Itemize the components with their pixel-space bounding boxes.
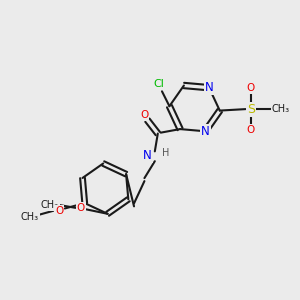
Text: O: O bbox=[55, 206, 64, 216]
Text: N: N bbox=[143, 149, 152, 162]
Text: CH₃: CH₃ bbox=[21, 212, 39, 221]
Text: N: N bbox=[205, 81, 213, 94]
Text: S: S bbox=[247, 103, 255, 116]
Text: CH₃: CH₃ bbox=[40, 200, 59, 210]
Text: Cl: Cl bbox=[154, 79, 164, 89]
Text: H: H bbox=[161, 148, 169, 158]
Text: CH₃: CH₃ bbox=[272, 104, 290, 114]
Text: N: N bbox=[201, 125, 210, 138]
Text: O: O bbox=[247, 125, 255, 135]
Text: O: O bbox=[247, 83, 255, 93]
Text: O: O bbox=[140, 110, 148, 120]
Text: O: O bbox=[77, 203, 85, 213]
